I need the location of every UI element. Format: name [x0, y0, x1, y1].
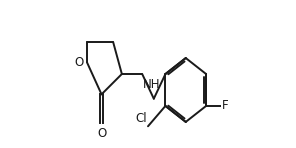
Text: Cl: Cl: [135, 112, 147, 125]
Text: O: O: [74, 56, 83, 69]
Text: NH: NH: [143, 78, 160, 91]
Text: O: O: [97, 127, 106, 140]
Text: F: F: [222, 99, 229, 112]
